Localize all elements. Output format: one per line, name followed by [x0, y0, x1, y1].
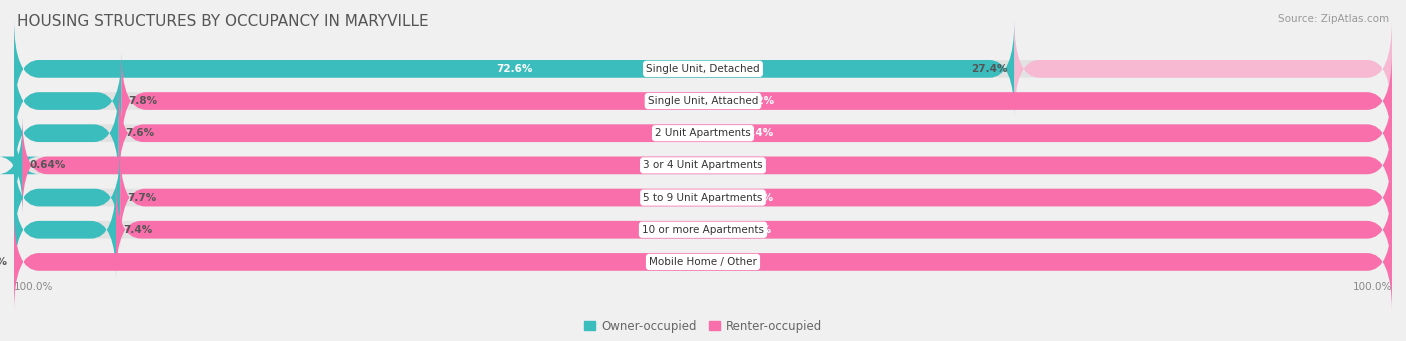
Text: Single Unit, Detached: Single Unit, Detached [647, 64, 759, 74]
Text: 92.6%: 92.6% [735, 225, 772, 235]
Text: 10 or more Apartments: 10 or more Apartments [643, 225, 763, 235]
FancyBboxPatch shape [14, 84, 118, 182]
FancyBboxPatch shape [117, 181, 1392, 279]
FancyBboxPatch shape [14, 213, 1392, 311]
Text: 92.4%: 92.4% [737, 128, 773, 138]
Text: Mobile Home / Other: Mobile Home / Other [650, 257, 756, 267]
Text: 0.0%: 0.0% [0, 257, 7, 267]
Text: 99.4%: 99.4% [689, 160, 725, 170]
Text: 92.2%: 92.2% [738, 96, 775, 106]
Text: 3 or 4 Unit Apartments: 3 or 4 Unit Apartments [643, 160, 763, 170]
FancyBboxPatch shape [1014, 20, 1392, 118]
Text: 72.6%: 72.6% [496, 64, 533, 74]
FancyBboxPatch shape [14, 52, 1392, 150]
Text: 7.7%: 7.7% [127, 193, 156, 203]
FancyBboxPatch shape [14, 52, 121, 150]
Text: 92.3%: 92.3% [738, 193, 775, 203]
FancyBboxPatch shape [14, 20, 1014, 118]
FancyBboxPatch shape [118, 84, 1392, 182]
FancyBboxPatch shape [14, 181, 1392, 279]
Text: HOUSING STRUCTURES BY OCCUPANCY IN MARYVILLE: HOUSING STRUCTURES BY OCCUPANCY IN MARYV… [17, 14, 429, 29]
FancyBboxPatch shape [121, 52, 1392, 150]
Text: 100.0%: 100.0% [682, 257, 724, 267]
FancyBboxPatch shape [14, 84, 1392, 182]
FancyBboxPatch shape [14, 181, 117, 279]
FancyBboxPatch shape [14, 148, 120, 247]
FancyBboxPatch shape [0, 116, 39, 214]
FancyBboxPatch shape [14, 20, 1392, 118]
Text: 7.4%: 7.4% [122, 225, 152, 235]
Legend: Owner-occupied, Renter-occupied: Owner-occupied, Renter-occupied [579, 315, 827, 338]
Text: 27.4%: 27.4% [972, 64, 1008, 74]
Text: 100.0%: 100.0% [14, 282, 53, 292]
Text: 7.6%: 7.6% [125, 128, 155, 138]
FancyBboxPatch shape [120, 148, 1392, 247]
FancyBboxPatch shape [22, 116, 1392, 214]
FancyBboxPatch shape [14, 116, 1392, 214]
Text: Single Unit, Attached: Single Unit, Attached [648, 96, 758, 106]
Text: 7.8%: 7.8% [128, 96, 157, 106]
Text: 2 Unit Apartments: 2 Unit Apartments [655, 128, 751, 138]
Text: 100.0%: 100.0% [1353, 282, 1392, 292]
FancyBboxPatch shape [14, 148, 1392, 247]
Text: Source: ZipAtlas.com: Source: ZipAtlas.com [1278, 14, 1389, 24]
FancyBboxPatch shape [14, 213, 1392, 311]
Text: 5 to 9 Unit Apartments: 5 to 9 Unit Apartments [644, 193, 762, 203]
Text: 0.64%: 0.64% [30, 160, 66, 170]
